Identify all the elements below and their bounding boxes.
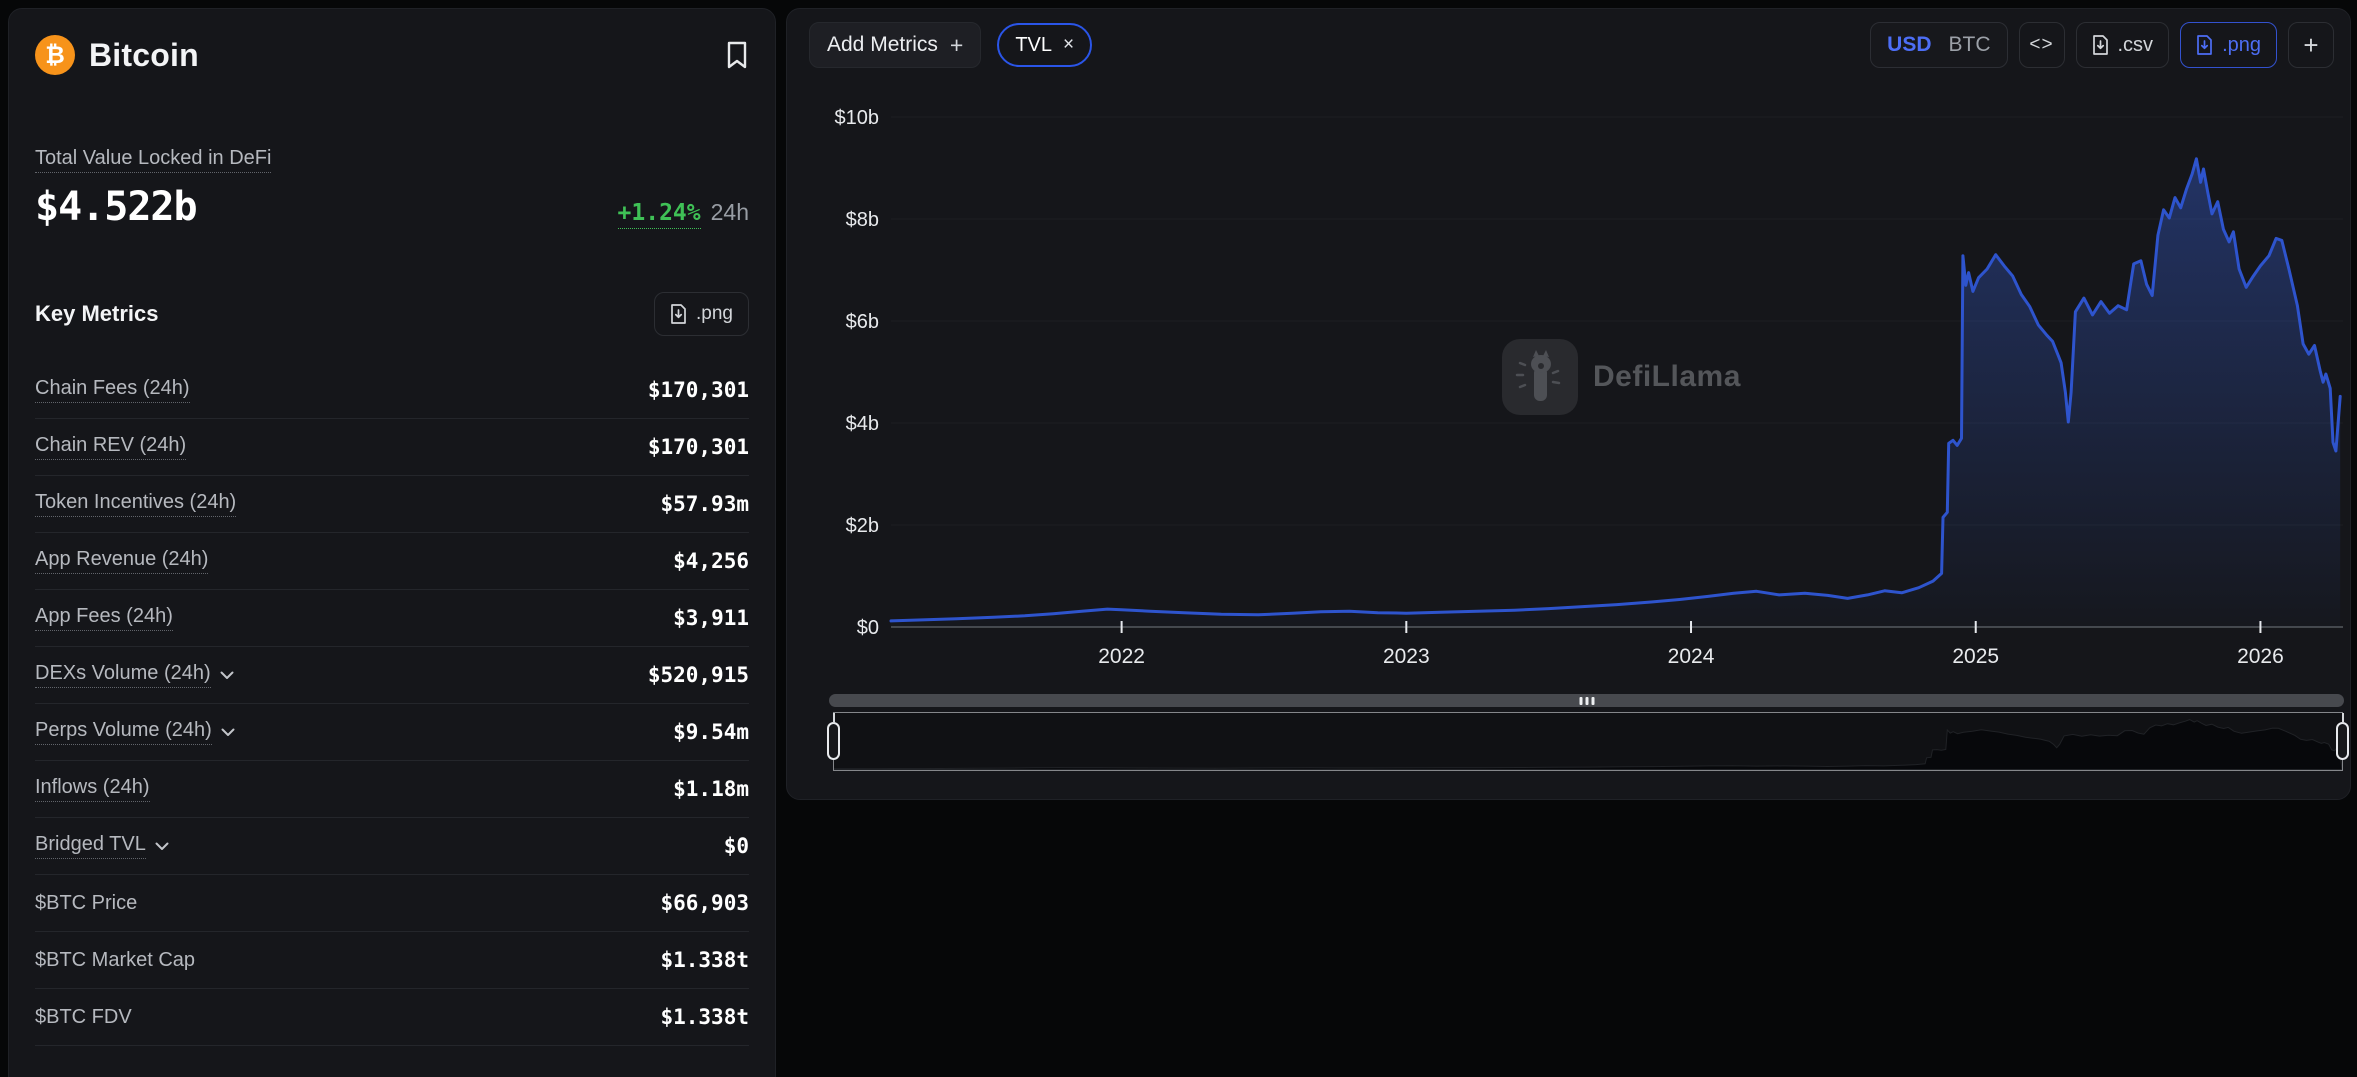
metric-value: $1.338t (660, 948, 749, 972)
y-axis-tick-label: $2b (846, 515, 879, 537)
scrollbar-grip-icon[interactable] (1579, 696, 1594, 705)
y-axis-tick-label: $10b (835, 107, 880, 129)
brush-handle-right[interactable] (2336, 722, 2349, 760)
file-download-icon (2197, 35, 2212, 55)
metric-value: $3,911 (673, 606, 749, 630)
key-metrics-title: Key Metrics (35, 301, 159, 326)
plus-icon: + (2303, 29, 2319, 60)
embed-code-button[interactable]: <> (2018, 22, 2065, 68)
chart-header: Add Metrics + TVL × USD BTC <> .csv (809, 21, 2334, 69)
metric-row: $BTC Market Cap $1.338t (35, 932, 749, 989)
bitcoin-logo-icon: ₿ (35, 35, 75, 75)
metric-label[interactable]: Perps Volume (24h) (35, 719, 235, 745)
currency-toggle[interactable]: USD BTC (1870, 22, 2008, 68)
add-metrics-button[interactable]: Add Metrics + (809, 22, 982, 68)
metric-row: $BTC FDV $1.338t (35, 989, 749, 1046)
x-axis-tick-label: 2024 (1668, 645, 1715, 668)
metric-row: Chain REV (24h) $170,301 (35, 419, 749, 476)
metric-value: $4,256 (673, 549, 749, 573)
png-button-label: .png (2222, 33, 2261, 56)
metric-row: $BTC Price $66,903 (35, 875, 749, 932)
x-axis-tick-label: 2025 (1952, 645, 1999, 668)
metric-value: $170,301 (647, 435, 749, 459)
metric-value: $9.54m (673, 720, 749, 744)
metric-row: App Fees (24h) $3,911 (35, 590, 749, 647)
metric-label[interactable]: Bridged TVL (35, 833, 169, 859)
metric-row: Inflows (24h) $1.18m (35, 761, 749, 818)
metric-value: $520,915 (647, 663, 749, 687)
csv-button-label: .csv (2117, 33, 2154, 56)
tvl-value: $4.522b (35, 184, 198, 230)
new-chart-button[interactable]: + (2288, 22, 2334, 68)
x-axis-tick-label: 2023 (1383, 645, 1430, 668)
metric-label[interactable]: DEXs Volume (24h) (35, 662, 234, 688)
file-download-icon (671, 304, 686, 324)
download-metrics-png-button[interactable]: .png (654, 292, 749, 336)
tvl-block: Total Value Locked in DeFi $4.522b +1.24… (35, 147, 749, 230)
metric-label: $BTC FDV (35, 1005, 132, 1028)
chart-canvas[interactable]: $0 $2b $4b $6b $8b $10b 2022 2023 2024 2025 2026 (787, 83, 2350, 683)
x-axis-tick-label: 2026 (2237, 645, 2284, 668)
tvl-chart[interactable]: $0 $2b $4b $6b $8b $10b 2022 2023 2024 2025 2026 (787, 83, 2350, 683)
tvl-change-period: 24h (710, 199, 749, 225)
metric-value: $0 (723, 834, 749, 858)
metric-label: $BTC Price (35, 891, 138, 914)
active-metric-label: TVL (1015, 33, 1052, 56)
tvl-line-series[interactable] (889, 157, 2342, 623)
y-axis-tick-label: $8b (846, 209, 879, 231)
y-axis-tick-label: $4b (846, 413, 879, 435)
chevron-down-icon[interactable] (220, 671, 234, 680)
bitcoin-glyph: ₿ (45, 40, 65, 69)
file-download-icon (2092, 35, 2108, 55)
metric-value: $1.18m (673, 777, 749, 801)
y-axis-tick-label: $0 (857, 617, 879, 639)
brush-handle-left[interactable] (827, 722, 840, 760)
metric-value: $170,301 (647, 378, 749, 402)
chart-scrollbar[interactable] (829, 694, 2344, 707)
png-button-label: .png (696, 303, 733, 324)
metric-label[interactable]: Chain REV (24h) (35, 434, 187, 460)
metric-label[interactable]: App Fees (24h) (35, 605, 173, 631)
metric-label[interactable]: Inflows (24h) (35, 776, 150, 802)
metric-label: $BTC Market Cap (35, 948, 196, 971)
metric-label[interactable]: Token Incentives (24h) (35, 491, 237, 517)
metric-value: $1.338t (660, 1005, 749, 1029)
metric-value: $57.93m (660, 492, 749, 516)
metric-row: DEXs Volume (24h) $520,915 (35, 647, 749, 704)
currency-option-usd[interactable]: USD (1887, 33, 1932, 56)
metric-row: App Revenue (24h) $4,256 (35, 533, 749, 590)
code-icon: <> (2029, 34, 2054, 55)
x-axis-tick-label: 2022 (1098, 645, 1145, 668)
metric-row: Chain Fees (24h) $170,301 (35, 362, 749, 419)
chart-panel: Add Metrics + TVL × USD BTC <> .csv (786, 8, 2351, 800)
metric-row: Perps Volume (24h) $9.54m (35, 704, 749, 761)
metric-row: Token Incentives (24h) $57.93m (35, 476, 749, 533)
currency-option-btc[interactable]: BTC (1948, 33, 1991, 56)
metric-label[interactable]: Chain Fees (24h) (35, 377, 190, 403)
metric-row: Bridged TVL $0 (35, 818, 749, 875)
metric-label[interactable]: App Revenue (24h) (35, 548, 209, 574)
key-metrics-list: Chain Fees (24h) $170,301 Chain REV (24h) $… (35, 362, 749, 1046)
coin-overview-panel: ₿ Bitcoin Total Value Locked in DeFi $4.… (8, 8, 776, 1077)
download-chart-png-button[interactable]: .png (2180, 22, 2277, 68)
tvl-label[interactable]: Total Value Locked in DeFi (35, 147, 272, 173)
metric-value: $66,903 (660, 891, 749, 915)
download-csv-button[interactable]: .csv (2075, 22, 2170, 68)
chevron-down-icon[interactable] (221, 728, 235, 737)
coin-header: ₿ Bitcoin (35, 35, 749, 75)
tvl-change-badge[interactable]: +1.24% (617, 200, 701, 229)
page-title: Bitcoin (89, 36, 199, 73)
chevron-down-icon[interactable] (155, 842, 169, 851)
active-metric-pill-tvl[interactable]: TVL × (997, 23, 1093, 67)
close-icon[interactable]: × (1063, 34, 1075, 55)
y-axis-tick-label: $6b (846, 311, 879, 333)
plus-icon: + (949, 31, 964, 58)
bookmark-icon[interactable] (725, 40, 749, 70)
chart-brush[interactable] (827, 712, 2349, 771)
brush-minimap (834, 719, 2342, 770)
add-metrics-label: Add Metrics (827, 33, 938, 56)
